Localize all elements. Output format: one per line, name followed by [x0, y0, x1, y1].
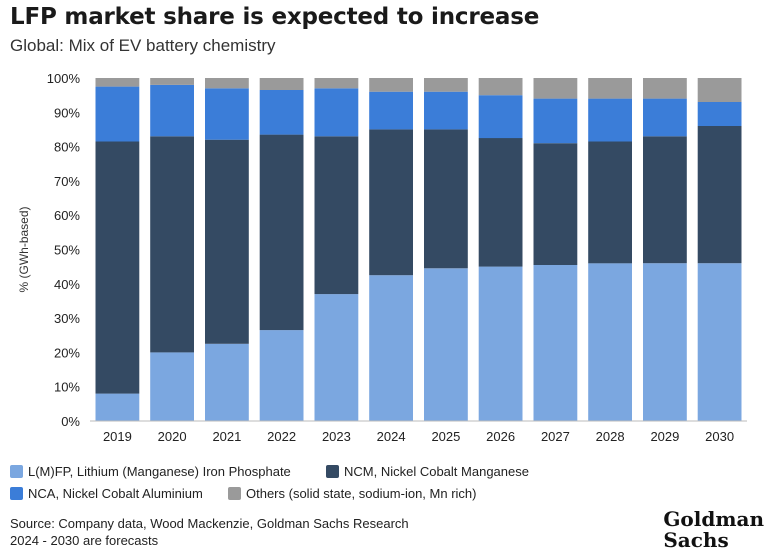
bar-segment [533, 78, 578, 99]
bar-segment [314, 78, 359, 89]
y-tick-label: 80% [54, 140, 80, 155]
bar-segment [150, 136, 194, 353]
bar-segment [369, 275, 413, 421]
bar-segment [259, 78, 304, 90]
stacked-bar-chart: % (GWh-based) 0% 10% 20% 30% 40% 50% 60% 70% 80% 9… [17, 71, 747, 444]
legend-item-lfp: L(M)FP, Lithium (Manganese) Iron Phospha… [10, 464, 326, 479]
bar-segment [314, 294, 359, 421]
bar-segment [369, 91, 413, 130]
legend-label-others: Others (solid state, sodium-ion, Mn rich… [246, 485, 477, 501]
bar-segment [259, 134, 304, 331]
legend-label-ncm: NCM, Nickel Cobalt Manganese [344, 463, 529, 479]
x-tick-label: 2028 [596, 429, 625, 444]
bar-segment [95, 86, 140, 142]
x-tick-label: 2023 [322, 429, 351, 444]
bar-segment [424, 78, 468, 92]
legend-swatch-nca [10, 486, 23, 500]
x-tick-label: 2022 [267, 429, 296, 444]
x-tick-label: 2029 [650, 429, 679, 444]
bar-segment [205, 343, 249, 421]
source-note: Source: Company data, Wood Mackenzie, Go… [10, 515, 409, 549]
bar-segment [588, 78, 632, 99]
bar-segment [314, 136, 359, 295]
logo-line-2: Sachs [663, 528, 729, 552]
y-tick-label: 60% [54, 208, 80, 223]
legend-label-lfp: L(M)FP, Lithium (Manganese) Iron Phospha… [28, 463, 291, 479]
goldman-sachs-logo: Goldman Sachs [663, 509, 764, 551]
chart-title: LFP market share is expected to increase [10, 4, 540, 30]
bar-segment [259, 90, 304, 135]
bar-segment [643, 78, 687, 99]
legend-label-nca: NCA, Nickel Cobalt Aluminium [28, 485, 203, 501]
y-tick-label: 100% [47, 71, 81, 86]
bar-segment [95, 78, 140, 87]
bar-segment [588, 263, 632, 421]
forecast-note: 2024 - 2030 are forecasts [10, 533, 159, 548]
bar-segment [588, 141, 632, 264]
bar-segment [697, 78, 742, 102]
x-tick-label: 2026 [486, 429, 515, 444]
bar-segment [150, 84, 194, 137]
x-tick-label: 2024 [377, 429, 406, 444]
bar-segment [478, 138, 523, 267]
y-tick-label: 30% [54, 311, 80, 326]
source-text: Source: Company data, Wood Mackenzie, Go… [10, 516, 409, 531]
bar-segment [150, 352, 194, 421]
bar-segment [424, 268, 468, 421]
legend-item-nca: NCA, Nickel Cobalt Aluminium [10, 486, 228, 501]
x-tick-label: 2019 [103, 429, 132, 444]
bar-segment [478, 266, 523, 421]
y-tick-label: 40% [54, 277, 80, 292]
bar-segment [259, 330, 304, 421]
x-tick-label: 2021 [212, 429, 241, 444]
bar-segment [369, 129, 413, 276]
bar-segment [478, 78, 523, 96]
bar-segment [205, 78, 249, 89]
bar-segment [697, 102, 742, 126]
bar-segment [588, 98, 632, 142]
legend-swatch-ncm [326, 464, 339, 478]
y-tick-label: 10% [54, 380, 80, 395]
legend-swatch-others [228, 486, 241, 500]
bar-segment [697, 126, 742, 264]
bar-segment [533, 264, 578, 421]
bar-segment [533, 143, 578, 265]
bar-segment [150, 78, 194, 85]
bar-segment [95, 141, 140, 394]
y-tick-label: 0% [61, 414, 80, 429]
legend-item-others: Others (solid state, sodium-ion, Mn rich… [228, 486, 476, 501]
bar-segment [697, 263, 742, 421]
bar-segment [205, 139, 249, 344]
x-tick-label: 2025 [431, 429, 460, 444]
x-tick-label: 2020 [158, 429, 187, 444]
y-tick-label: 20% [54, 345, 80, 360]
legend: L(M)FP, Lithium (Manganese) Iron Phospha… [10, 462, 529, 506]
bar-segment [643, 98, 687, 137]
chart-subtitle: Global: Mix of EV battery chemistry [10, 36, 276, 55]
bar-segment [643, 136, 687, 264]
legend-swatch-lfp [10, 464, 23, 478]
y-axis-label: % (GWh-based) [17, 206, 31, 292]
bar-segment [205, 88, 249, 140]
bar-segment [424, 91, 468, 130]
logo-line-1: Goldman [663, 507, 764, 531]
bar-segment [369, 78, 413, 92]
y-tick-label: 70% [54, 174, 80, 189]
bar-segment [533, 98, 578, 144]
bar-segment [95, 393, 140, 421]
y-tick-label: 90% [54, 105, 80, 120]
x-tick-label: 2030 [705, 429, 734, 444]
bar-segment [643, 263, 687, 421]
bar-segment [314, 88, 359, 137]
x-tick-label: 2027 [541, 429, 570, 444]
bar-segment [478, 95, 523, 139]
bar-segment [424, 129, 468, 269]
legend-item-ncm: NCM, Nickel Cobalt Manganese [326, 464, 529, 479]
y-tick-label: 50% [54, 243, 80, 258]
